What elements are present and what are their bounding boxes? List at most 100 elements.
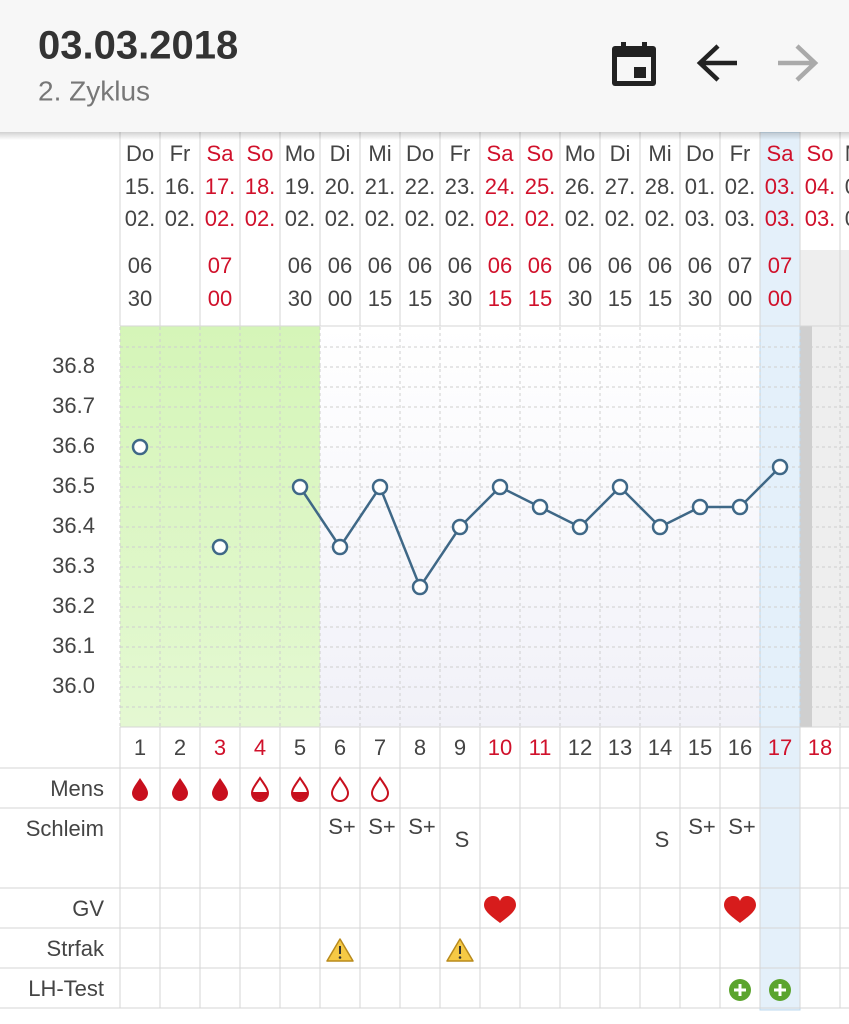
cycle-day: 8 [414,735,426,760]
time-hour: 06 [688,253,712,278]
cycle-day: 2 [174,735,186,760]
drop-outline [330,776,350,802]
weekday: Sa [487,141,515,166]
time-minute: 30 [288,286,312,311]
cycle-day: 7 [374,735,386,760]
day: 04. [805,174,836,199]
cycle-day: 18 [808,735,832,760]
row-label: Strfak [47,936,105,961]
cycle-day: 15 [688,735,712,760]
day: 18. [245,174,276,199]
weekday: Fr [170,141,191,166]
warning-dot [338,956,342,959]
temperature-point [691,498,709,516]
cycle-day: 1 [134,735,146,760]
y-tick-label: 36.8 [52,353,95,378]
temperature-point [611,478,629,496]
month: 02. [245,206,276,231]
schleim-value: S+ [728,814,756,839]
month: 03. [765,206,796,231]
month: 02. [125,206,156,231]
temperature-point [651,518,669,536]
time-minute: 30 [448,286,472,311]
time-hour: 06 [288,253,312,278]
cycle-day: 9 [454,735,466,760]
weekday: Mi [648,141,671,166]
temperature-point [491,478,509,496]
day: 15. [125,174,156,199]
y-tick-label: 36.1 [52,633,95,658]
app-bar [0,0,849,132]
cycle-day: 11 [529,735,552,760]
time-hour: 06 [368,253,392,278]
time-minute: 15 [528,286,552,311]
weekday: Do [686,141,714,166]
back-button[interactable] [696,44,737,82]
temperature-point [531,498,549,516]
y-tick-label: 36.3 [52,553,95,578]
weekday: Mo [285,141,316,166]
y-tick-label: 36.2 [52,593,95,618]
green-zone [120,326,320,727]
month: 02. [325,206,356,231]
app-bar-shadow [0,132,849,140]
weekday: Do [126,141,154,166]
drop-outline [370,776,390,802]
time-hour: 06 [608,253,632,278]
time-minute: 00 [768,286,792,311]
mens-drop [250,776,270,802]
time-minute: 15 [608,286,632,311]
cycle-day: 16 [728,735,752,760]
day: 02. [725,174,756,199]
month: 02. [285,206,316,231]
drop-fill [132,778,148,801]
forward-button[interactable] [778,44,819,82]
time-minute: 15 [368,286,392,311]
time-hour: 06 [648,253,672,278]
month: 02. [605,206,636,231]
temperature-point [771,458,789,476]
plus-sign [734,984,746,996]
day: 22. [405,174,436,199]
temperature-point [331,538,349,556]
mens-drop [290,776,310,802]
weekday: Mi [368,141,391,166]
y-tick-label: 36.0 [52,673,95,698]
mens-drop [330,776,350,802]
temperature-point [451,518,469,536]
temperature-point [371,478,389,496]
schleim-value: S [455,827,470,852]
calendar-button[interactable] [612,42,656,86]
row-label: Schleim [26,816,104,841]
day: 28. [645,174,676,199]
cycle-day: 10 [488,735,512,760]
day: 17. [205,174,236,199]
day: 20. [325,174,356,199]
drop-half [292,792,308,800]
month: 02. [645,206,676,231]
time-hour: 07 [728,253,752,278]
month: 02. [565,206,596,231]
row-label: LH-Test [28,976,104,1001]
month: 02. [485,206,516,231]
strfak-warning [326,938,354,962]
month: 03. [805,206,836,231]
y-tick-label: 36.5 [52,473,95,498]
time-hour: 07 [208,253,232,278]
title: 03.03.2018 [38,24,238,68]
cycle-day: 3 [214,735,226,760]
weekday: Mo [845,141,849,166]
gv-heart [484,896,516,923]
month: 02. [205,206,236,231]
day: 05. [845,174,849,199]
mens-drop [370,776,390,802]
warning-dot [458,956,462,959]
time-hour: 06 [448,253,472,278]
time-minute: 30 [128,286,152,311]
time-minute: 00 [728,286,752,311]
weekday: Di [610,141,631,166]
day: 24. [485,174,516,199]
schleim-value: S+ [368,814,396,839]
